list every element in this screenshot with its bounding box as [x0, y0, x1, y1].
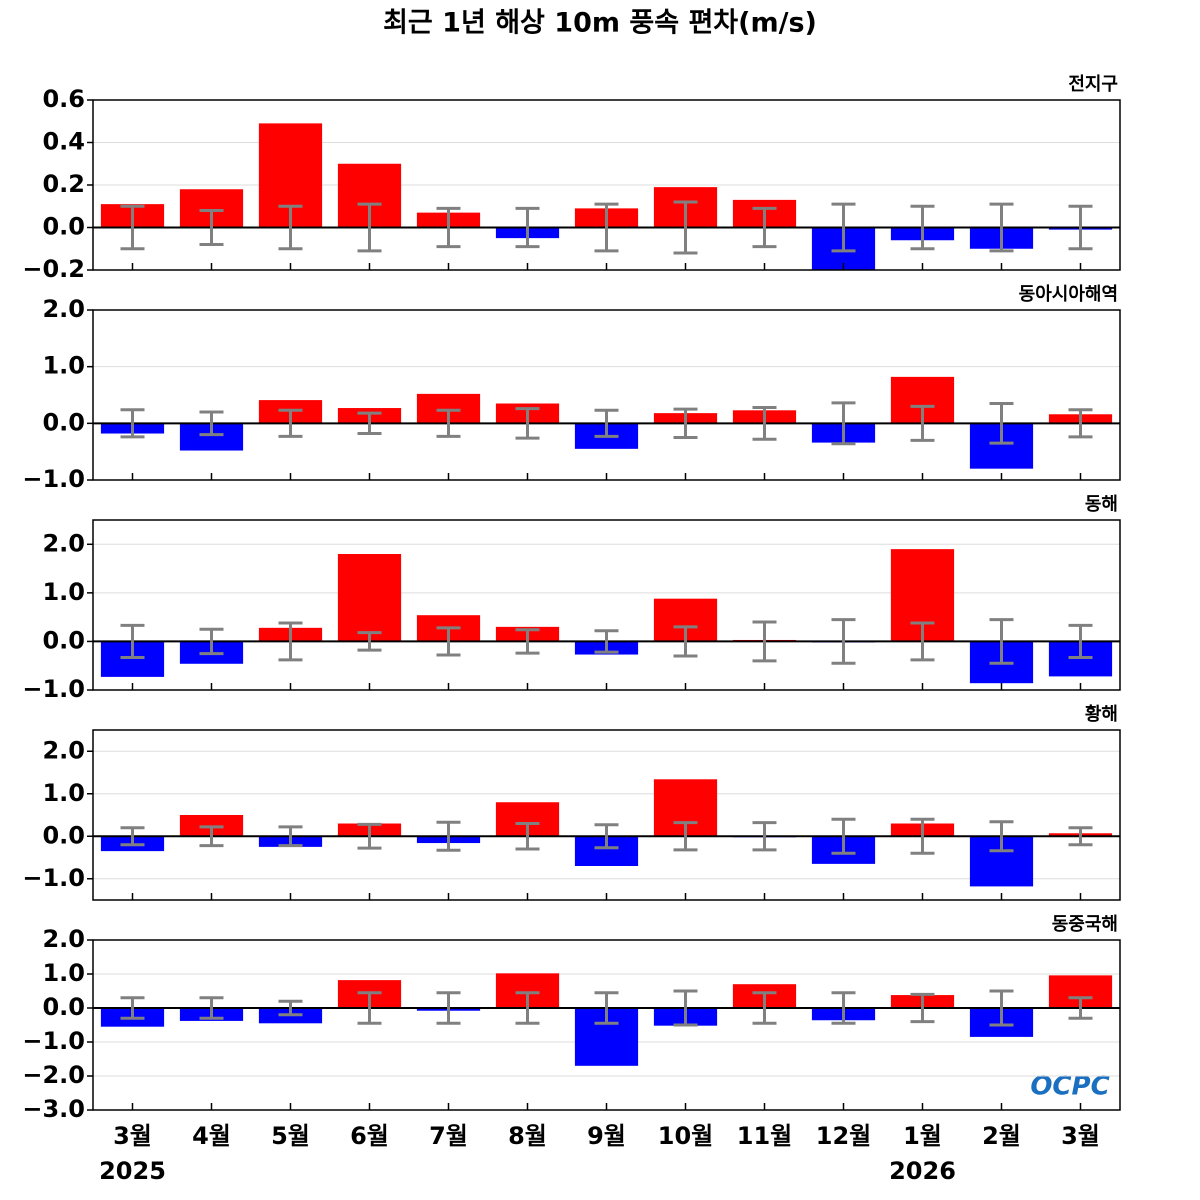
panel [93, 100, 1120, 270]
y-tick-label: 2.0 [42, 925, 85, 953]
x-tick-label: 6월 [350, 1122, 389, 1150]
panel [93, 543, 1120, 690]
y-tick-label: 2.0 [42, 736, 85, 764]
x-tick-label: 12월 [816, 1122, 871, 1150]
panel [93, 750, 1120, 887]
y-tick-label: 1.0 [42, 578, 85, 606]
y-tick-label: −3.0 [22, 1095, 85, 1123]
year-label: 2025 [99, 1157, 166, 1185]
y-tick-label: −1.0 [22, 465, 85, 493]
y-tick-label: 0.0 [42, 626, 85, 654]
x-tick-label: 4월 [192, 1122, 231, 1150]
plot-frame [92, 939, 1121, 1111]
y-tick-label: 0.0 [42, 821, 85, 849]
panel [93, 310, 1120, 480]
x-tick-label: 2월 [982, 1122, 1021, 1150]
y-tick-label: −0.2 [22, 255, 85, 283]
plot-frame [92, 519, 1121, 691]
y-tick-label: −1.0 [22, 675, 85, 703]
y-tick-label: −1.0 [22, 864, 85, 892]
panel [93, 940, 1120, 1110]
panel-label: 동중국해 [1052, 914, 1118, 935]
x-tick-label: 8월 [508, 1122, 547, 1150]
y-tick-label: 2.0 [42, 529, 85, 557]
y-tick-label: 0.4 [42, 128, 85, 156]
bar [337, 554, 402, 642]
panel-label: 전지구 [1068, 74, 1118, 95]
y-tick-label: 1.0 [42, 959, 85, 987]
x-tick-label: 3월 [1061, 1122, 1100, 1150]
y-tick-label: 0.2 [42, 170, 85, 198]
x-tick-label: 7월 [429, 1122, 468, 1150]
y-tick-label: 1.0 [42, 779, 85, 807]
y-tick-label: −1.0 [22, 1027, 85, 1055]
y-tick-label: −2.0 [22, 1061, 85, 1089]
panel-label: 황해 [1085, 704, 1118, 725]
y-tick-label: 1.0 [42, 352, 85, 380]
y-tick-label: 2.0 [42, 295, 85, 323]
x-tick-label: 1월 [903, 1122, 942, 1150]
x-tick-label: 3월 [113, 1122, 152, 1150]
y-tick-label: 0.0 [42, 408, 85, 436]
panel-label: 동아시아해역 [1019, 284, 1118, 305]
x-tick-label: 11월 [737, 1122, 792, 1150]
x-tick-label: 5월 [271, 1122, 310, 1150]
plot-frame [92, 99, 1121, 271]
plot-frame [92, 729, 1121, 901]
y-tick-label: 0.0 [42, 993, 85, 1021]
year-label: 2026 [889, 1157, 956, 1185]
y-tick-label: 0.0 [42, 213, 85, 241]
plot-frame [92, 309, 1121, 481]
x-tick-label: 9월 [587, 1122, 626, 1150]
chart-title: 최근 1년 해상 10m 풍속 편차(m/s) [383, 8, 817, 39]
y-tick-label: 0.6 [42, 85, 85, 113]
x-tick-label: 10월 [658, 1122, 713, 1150]
panel-label: 동해 [1085, 494, 1118, 515]
